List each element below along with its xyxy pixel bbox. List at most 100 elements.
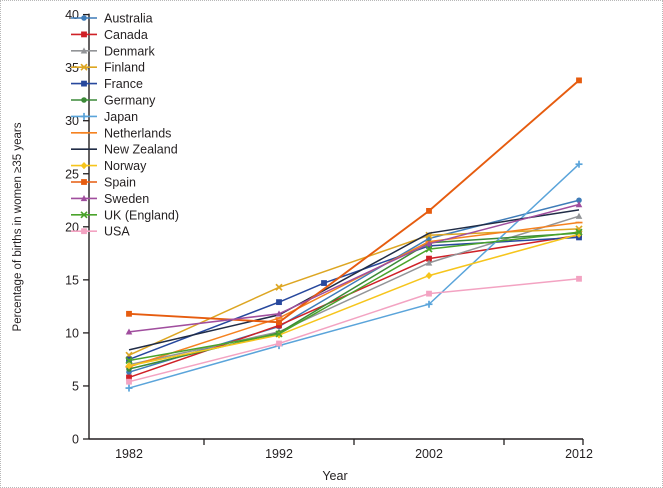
data-point-marker	[81, 97, 87, 103]
legend-item-new-zealand: New Zealand	[71, 143, 178, 157]
tick-label: 10	[65, 326, 79, 340]
data-point-marker	[576, 197, 582, 204]
tick-label: 25	[65, 167, 79, 181]
legend-label: Canada	[104, 28, 148, 42]
data-point-marker	[321, 280, 327, 286]
chart-content: 0 5 10 15 20 25 30 35 40 1982 1992 2002 2012 Australi…	[65, 8, 593, 461]
series-line-denmark	[125, 212, 583, 368]
series-line-netherlands	[125, 221, 583, 368]
legend-label: Netherlands	[104, 126, 171, 140]
series-line-usa	[126, 275, 582, 385]
data-point-marker	[276, 322, 282, 329]
legend-item-norway: Norway	[71, 159, 147, 173]
data-point-marker	[81, 228, 87, 235]
data-point-marker	[576, 77, 582, 84]
series-path	[128, 215, 580, 366]
axes: 0 5 10 15 20 25 30 35 40 1982 1992 2002 2012	[65, 8, 593, 461]
tick-label: 1982	[115, 447, 143, 461]
data-point-marker	[575, 212, 583, 219]
series-line-uk-england-	[125, 228, 583, 365]
data-point-marker	[81, 179, 87, 185]
legend-label: Norway	[104, 159, 147, 173]
legend-item-germany: Germany	[71, 94, 156, 108]
data-point-marker	[80, 47, 88, 54]
legend-label: France	[104, 77, 143, 91]
data-point-marker	[426, 290, 432, 297]
legend-item-finland: Finland	[71, 61, 145, 75]
legend-item-spain: Spain	[71, 176, 136, 190]
data-point-marker	[425, 240, 433, 247]
data-point-marker	[276, 340, 282, 347]
legend-item-sweden: Sweden	[71, 192, 149, 206]
data-point-marker	[425, 272, 433, 280]
legend-item-australia: Australia	[71, 12, 153, 26]
legend-label: UK (England)	[104, 208, 179, 222]
tick-label: 15	[65, 273, 79, 287]
x-axis-title: Year	[322, 469, 347, 483]
series-path	[128, 163, 580, 389]
data-point-marker	[125, 362, 133, 370]
legend-item-japan: Japan	[71, 110, 138, 124]
data-point-marker	[576, 275, 582, 282]
series-path	[128, 278, 580, 383]
legend-item-canada: Canada	[71, 28, 148, 42]
legend: Australia Canada Denmark Finland France Germa…	[71, 12, 179, 239]
y-axis-title: Percentage of births in women ≥35 years	[12, 122, 24, 331]
legend-label: Spain	[104, 176, 136, 190]
series-path	[128, 203, 580, 333]
data-point-marker	[80, 162, 88, 170]
legend-item-usa: USA	[71, 225, 130, 239]
data-point-marker	[276, 299, 282, 306]
data-point-marker	[126, 374, 132, 381]
series-path	[128, 221, 580, 368]
data-point-marker	[126, 378, 132, 385]
data-point-marker	[81, 31, 87, 38]
legend-label: Germany	[104, 94, 156, 108]
data-point-marker	[275, 310, 283, 317]
legend-item-france: France	[71, 77, 143, 91]
legend-label: Denmark	[104, 44, 155, 58]
tick-label: 2002	[415, 447, 443, 461]
data-point-marker	[575, 201, 583, 208]
tick-label: 2012	[565, 447, 593, 461]
data-point-marker	[125, 356, 133, 365]
legend-label: Sweden	[104, 192, 149, 206]
data-point-marker	[80, 63, 88, 71]
data-point-marker	[126, 310, 132, 317]
legend-label: Australia	[104, 12, 153, 26]
tick-label: 30	[65, 114, 79, 128]
series-line-canada	[126, 232, 582, 381]
data-point-marker	[575, 228, 583, 236]
data-point-marker	[426, 207, 432, 214]
series-path	[128, 209, 580, 351]
tick-label: 1992	[265, 447, 293, 461]
data-point-marker	[81, 15, 87, 21]
data-point-marker	[425, 259, 433, 266]
series-line-sweden	[125, 201, 583, 335]
series-line-japan	[125, 160, 583, 392]
data-point-marker	[275, 283, 283, 291]
legend-label: USA	[104, 225, 130, 239]
tick-label: 20	[65, 220, 79, 234]
data-point-marker	[81, 80, 87, 87]
series-line-spain	[126, 77, 582, 326]
legend-label: New Zealand	[104, 143, 178, 157]
data-point-marker	[276, 319, 282, 326]
series-path	[128, 233, 580, 367]
data-point-marker	[80, 211, 88, 219]
data-point-marker	[275, 330, 283, 338]
series-path	[128, 236, 580, 361]
series-path	[128, 79, 580, 324]
tick-label: 40	[65, 8, 79, 22]
tick-label: 5	[72, 379, 79, 393]
data-point-marker	[80, 195, 88, 202]
data-point-marker	[125, 328, 133, 335]
tick-label: 35	[65, 61, 79, 75]
legend-item-uk-england-: UK (England)	[71, 208, 179, 222]
series-path	[128, 199, 580, 373]
series-line-france	[126, 234, 582, 363]
legend-item-denmark: Denmark	[71, 44, 155, 58]
legend-label: Japan	[104, 110, 138, 124]
